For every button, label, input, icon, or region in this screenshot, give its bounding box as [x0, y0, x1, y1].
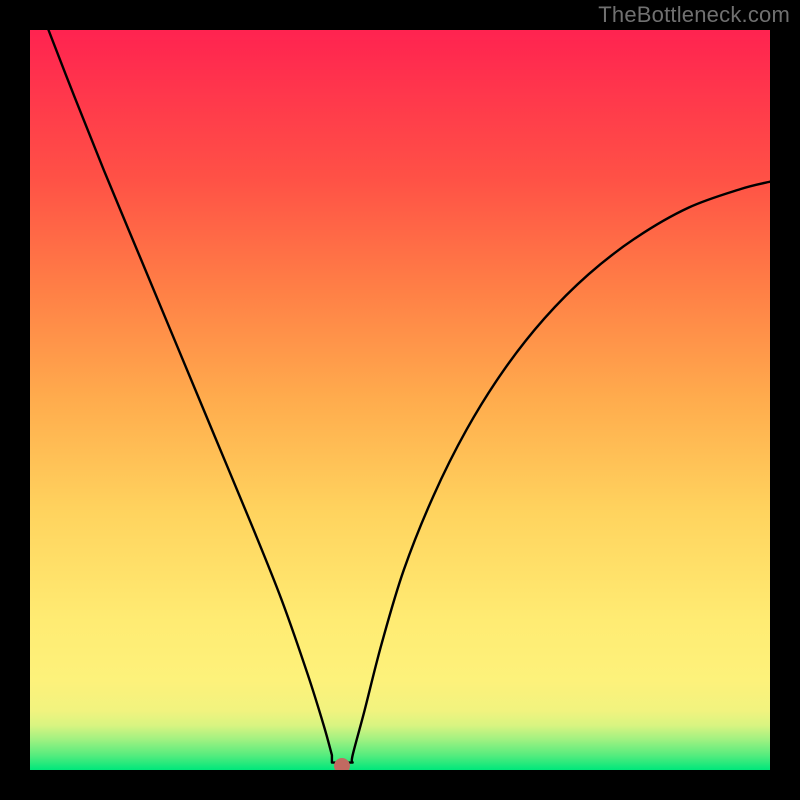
chart-frame: TheBottleneck.com — [0, 0, 800, 800]
watermark-text: TheBottleneck.com — [598, 2, 790, 28]
bottleneck-curve — [49, 30, 771, 763]
bottleneck-curve-svg — [30, 30, 770, 770]
plot-area — [30, 30, 770, 770]
minimum-marker — [334, 758, 350, 770]
